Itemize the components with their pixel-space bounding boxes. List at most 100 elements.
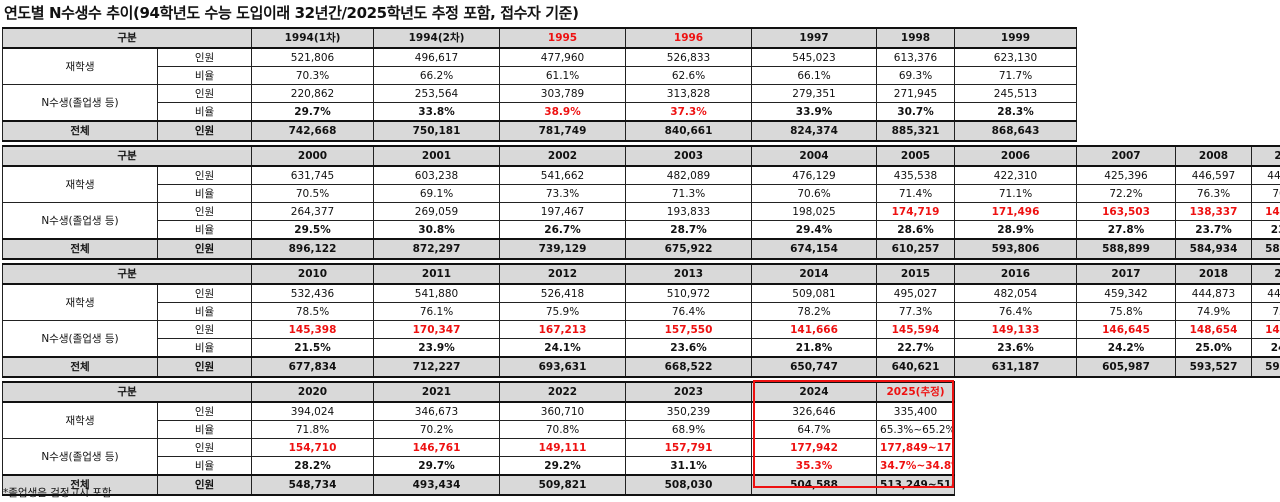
total-row: 전체 인원 896,122 872,297 739,129 675,922 674,154 6… xyxy=(2,238,1280,260)
value-cell: 171,496 xyxy=(954,202,1078,221)
value-cell: 66.1% xyxy=(751,66,878,85)
value-cell: 21.8% xyxy=(751,338,878,358)
header-row: 구분20002001200220032004200520062007200820… xyxy=(1,145,1280,167)
total-value-cell: 712,227 xyxy=(373,356,501,378)
value-cell: 603,238 xyxy=(373,165,501,185)
total-row: 전체 인원 677,834 712,227 693,631 668,522 650,747 6… xyxy=(2,356,1280,378)
group-label-nsu: N수생(졸업생 등) xyxy=(2,438,158,476)
value-cell: 35.3% xyxy=(751,456,878,476)
value-cell: 70.2% xyxy=(373,420,501,439)
total-label: 전체 xyxy=(2,356,158,378)
data-row-nsu-inwon: N수생(졸업생 등) 인원 264,377 269,059 197,467 193,833… xyxy=(2,202,1280,240)
value-cell: 66.2% xyxy=(373,66,501,85)
value-cell: 444,873 xyxy=(1175,283,1253,303)
value-cell: 145,398 xyxy=(251,320,375,339)
sub-label-inwon: 인원 xyxy=(156,84,253,103)
total-value-cell: 610,257 xyxy=(876,238,956,260)
value-cell: 163,503 xyxy=(1076,202,1177,221)
value-cell: 22.7% xyxy=(876,338,956,358)
value-cell: 65.3%~65.2% xyxy=(876,420,956,439)
total-value-cell: 594,924 xyxy=(1251,356,1280,378)
sub-label-inwon: 인원 xyxy=(156,283,253,303)
year-header: 1997 xyxy=(751,27,878,49)
sub-label-inwon: 인원 xyxy=(156,47,253,67)
value-cell: 326,646 xyxy=(751,401,878,421)
year-header: 2009 xyxy=(1251,145,1280,167)
year-table-1: 구분 1994(1차) 1994(2차) 1995 1996 1997 1998 1999 재학… xyxy=(1,27,1078,142)
total-value-cell: 824,374 xyxy=(751,120,878,142)
value-cell: 271,945 xyxy=(876,84,956,103)
year-header: 1994(2차) xyxy=(373,27,501,49)
total-value-cell: 896,122 xyxy=(251,238,375,260)
value-cell: 149,133 xyxy=(954,320,1078,339)
value-cell: 74.9% xyxy=(1175,302,1253,321)
header-gubun-label: 구분 xyxy=(1,381,253,403)
year-header: 2014 xyxy=(751,263,878,285)
value-cell: 76.2% xyxy=(1251,184,1280,203)
total-value-cell: 508,030 xyxy=(625,474,753,496)
year-header: 2016 xyxy=(954,263,1078,285)
value-cell: 346,673 xyxy=(373,401,501,421)
year-header: 2011 xyxy=(373,263,501,285)
total-value-cell: 742,668 xyxy=(251,120,375,142)
footnote: *졸업생은 검정고시 포함 xyxy=(3,487,112,499)
total-value-cell: 504,588 xyxy=(751,474,878,496)
year-header: 2005 xyxy=(876,145,956,167)
total-value-cell: 677,834 xyxy=(251,356,375,378)
value-cell: 33.9% xyxy=(751,102,878,122)
value-cell: 140,367 xyxy=(1251,202,1280,221)
year-table-3: 구분20102011201220132014201520162017201820… xyxy=(1,263,1280,378)
group-label-jaehak: 재학생 xyxy=(2,47,158,85)
year-header: 2001 xyxy=(373,145,501,167)
sub-label-biyul: 비율 xyxy=(156,184,253,203)
value-cell: 76.1% xyxy=(373,302,501,321)
value-cell: 37.3% xyxy=(625,102,753,122)
value-cell: 545,023 xyxy=(751,47,878,67)
value-cell: 146,813 xyxy=(1251,320,1280,339)
value-cell: 177,942 xyxy=(751,438,878,457)
group-label-nsu: N수생(졸업생 등) xyxy=(2,84,158,122)
year-header: 2019 xyxy=(1251,263,1280,285)
value-cell: 71.7% xyxy=(954,66,1078,85)
year-header: 2020 xyxy=(251,381,375,403)
value-cell: 75.8% xyxy=(1076,302,1177,321)
value-cell: 76.4% xyxy=(625,302,753,321)
value-cell: 62.6% xyxy=(625,66,753,85)
total-sub-label: 인원 xyxy=(156,120,253,142)
data-row-jaehak-biyul: 비율 78.5% 76.1% 75.9% 76.4% 78.2% 77.3% 76.4% 75.… xyxy=(3,302,1280,321)
value-cell: 38.9% xyxy=(499,102,627,122)
value-cell: 27.8% xyxy=(1076,220,1177,240)
year-header: 2010 xyxy=(251,263,375,285)
value-cell: 269,059 xyxy=(373,202,501,221)
value-cell: 509,081 xyxy=(751,283,878,303)
data-row-nsu-inwon: N수생(졸업생 등) 인원 220,862 253,564 303,789 313,828… xyxy=(2,84,1078,122)
year-header: 2017 xyxy=(1076,263,1177,285)
value-cell: 313,828 xyxy=(625,84,753,103)
value-cell: 71.4% xyxy=(876,184,956,203)
value-cell: 34.7%~34.8% xyxy=(876,456,956,476)
total-sub-label: 인원 xyxy=(156,474,253,496)
year-header: 2008 xyxy=(1175,145,1253,167)
year-header: 1994(1차) xyxy=(251,27,375,49)
value-cell: 29.7% xyxy=(373,456,501,476)
total-value-cell: 584,934 xyxy=(1175,238,1253,260)
value-cell: 446,597 xyxy=(1175,165,1253,185)
value-cell: 448,111 xyxy=(1251,283,1280,303)
value-cell: 64.7% xyxy=(751,420,878,439)
total-value-cell: 493,434 xyxy=(373,474,501,496)
total-value-cell: 750,181 xyxy=(373,120,501,142)
year-header: 2018 xyxy=(1175,263,1253,285)
total-value-cell: 548,734 xyxy=(251,474,375,496)
year-header: 2015 xyxy=(876,263,956,285)
value-cell: 174,719 xyxy=(876,202,956,221)
sub-label-biyul: 비율 xyxy=(156,102,253,122)
value-cell: 541,880 xyxy=(373,283,501,303)
total-value-cell: 605,987 xyxy=(1076,356,1177,378)
data-row-nsu-biyul: 비율 29.5% 30.8% 26.7% 28.7% 29.4% 28.6% 28.9% 27.… xyxy=(3,220,1280,240)
sub-label-inwon: 인원 xyxy=(156,401,253,421)
sub-label-biyul: 비율 xyxy=(156,302,253,321)
value-cell: 435,538 xyxy=(876,165,956,185)
value-cell: 482,089 xyxy=(625,165,753,185)
total-value-cell: 739,129 xyxy=(499,238,627,260)
header-gubun-label: 구분 xyxy=(1,27,253,49)
